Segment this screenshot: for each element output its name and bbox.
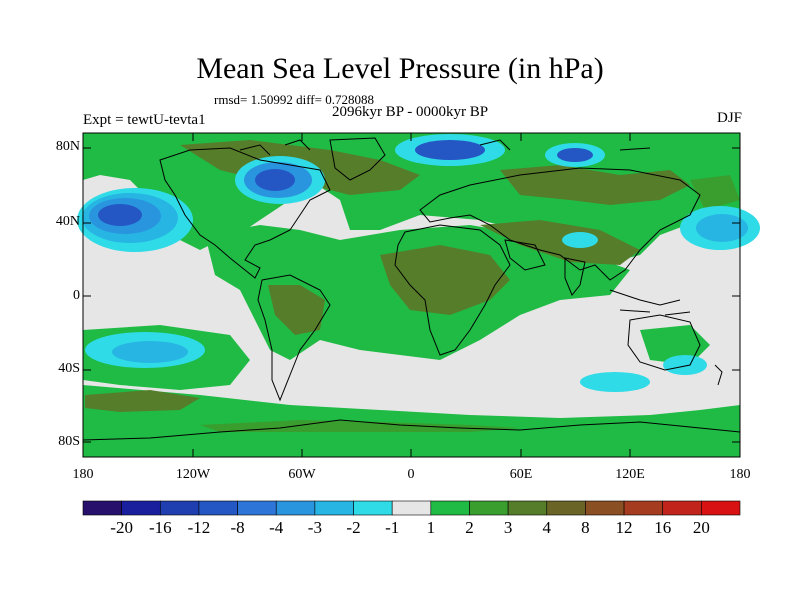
tibet-low [562,232,598,248]
colorbar-label: -8 [230,518,245,537]
east-pacific-low-inner [696,214,748,242]
lat-label-80n: 80N [55,139,80,154]
southeast-asia-islands [609,289,691,316]
colorbar-swatch [585,500,625,516]
olive-region-south-america [268,285,325,335]
lat-label-40n: 40N [55,214,80,229]
siberia-low-inner [557,148,593,162]
lon-label-120w: 120W [175,467,211,482]
colorbar-swatch [701,500,741,516]
experiment-label: Expt = tewtU-tevta1 [83,112,206,128]
colorbar-label: -2 [346,518,361,537]
olive-region-asia [480,220,640,265]
lat-label-40s: 40S [58,361,80,376]
coastlines [82,137,741,441]
australia-low [663,355,707,375]
arabia-coast [504,239,546,271]
colorbar-label: -3 [307,518,322,537]
dark-green-region-eastern-asia [690,175,740,210]
colorbar-swatch [469,500,509,516]
colorbar-label: 16 [654,518,672,537]
colorbar-swatch [507,500,548,516]
india-coast [564,257,586,296]
colorbar-swatch [430,500,470,516]
colorbar-swatch [353,500,393,516]
colorbar-swatch [198,500,238,516]
colorbar-swatch [275,500,316,516]
stats-text: rmsd= 1.50992 diff= 0.728088 [214,92,374,107]
colorbar-swatch [391,500,432,516]
olive-region-south-atlantic [85,390,200,412]
colorbar-label: -1 [385,518,400,537]
indian-ocean-low [580,372,650,392]
colorbar-label: 2 [465,518,474,537]
new-zealand-coast [714,364,723,386]
colorbar-label: 1 [426,518,436,537]
pressure-anomaly-field [77,133,760,457]
chart-title: Mean Sea Level Pressure (in hPa) [196,52,604,85]
lon-label-180e: 180 [729,467,751,482]
colorbar-label: 20 [692,518,710,537]
colorbar-label: 8 [581,518,590,537]
colorbar-label: 4 [542,518,552,537]
colorbar-label: -4 [269,518,284,537]
olive-region-africa [380,245,510,315]
dark-green-band-south [200,420,520,432]
greenland-coast [329,137,386,181]
green-region-southern-ocean [83,385,740,457]
colorbar-swatch [237,500,277,516]
colorbar-swatch [546,500,586,516]
lon-label-180w: 180 [72,467,94,482]
colorbar-label: -12 [187,518,211,537]
north-pacific-low-core [98,204,142,226]
lon-label-0: 0 [407,467,415,482]
hudson-bay-low-core [255,169,295,191]
colorbar-label: -20 [110,518,133,537]
arctic-low-inner [415,140,485,160]
season-label: DJF [716,110,742,126]
australia-coast [627,314,701,371]
colorbar [82,500,741,516]
arctic-islands [239,139,651,156]
green-region-east [640,325,710,365]
colorbar-swatch [314,500,354,516]
period-text: 2096kyr BP - 0000kyr BP [331,104,489,120]
colorbar-label: 12 [615,518,633,537]
axis-ticks [83,133,740,457]
colorbar-label: -16 [148,518,172,537]
eurasia-coast [419,167,701,281]
africa-coast [394,224,511,356]
north-america-coast [159,147,331,279]
south-pacific-low-inner [112,341,188,363]
lon-label-120e: 120E [615,467,645,482]
lon-label-60w: 60W [288,467,316,482]
colorbar-swatch [623,500,664,516]
lon-label-60e: 60E [509,467,533,482]
colorbar-label: 3 [503,518,513,537]
south-america-coast [257,274,331,402]
lat-label-80s: 80S [58,434,80,449]
antarctica-coast [82,419,741,441]
colorbar-swatch [159,500,200,516]
colorbar-swatch [121,500,161,516]
olive-region-eurasia [500,165,690,205]
colorbar-swatch [662,500,702,516]
colorbar-swatch [82,500,122,516]
lat-label-0: 0 [73,288,80,303]
